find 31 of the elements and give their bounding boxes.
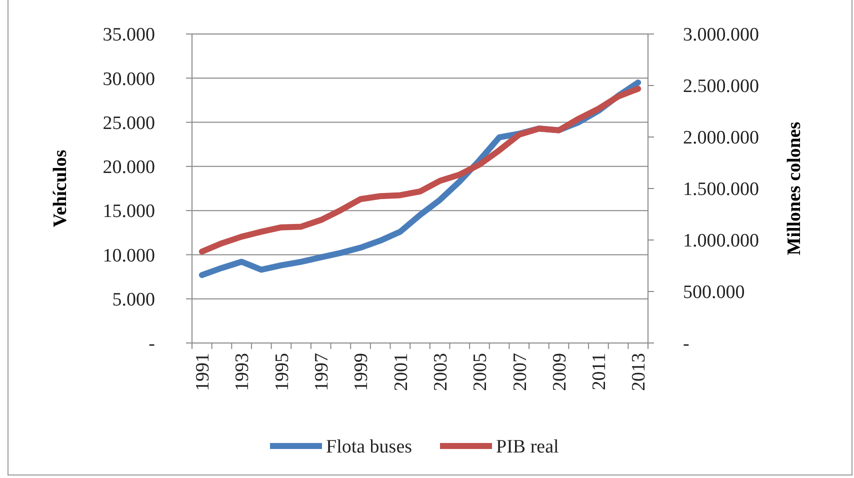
y2-tick-label: 1.500.000: [683, 179, 759, 200]
legend-label: Flota buses: [326, 436, 412, 458]
y2-tick-label: -: [683, 334, 690, 355]
y2-tick-label: 500.000: [683, 282, 745, 304]
y2-tick-label: 2.000.000: [683, 128, 759, 149]
x-tick-label: 1997: [312, 353, 333, 391]
x-tick-label: 1999: [351, 353, 372, 391]
x-tick-label: 1995: [272, 353, 293, 391]
y-tick-label: 20.000: [102, 157, 155, 178]
y-tick-label: 35.000: [102, 24, 155, 46]
x-tick-label: 2005: [470, 353, 492, 391]
y2-tick-label: 1.000.000: [683, 230, 759, 252]
y-tick-label: 10.000: [102, 245, 155, 266]
x-tick-label: 2003: [430, 353, 452, 391]
y-tick-label: -: [148, 334, 155, 355]
x-tick-label: 2001: [390, 353, 412, 391]
y-tick-label: 25.000: [102, 112, 155, 134]
y2-axis-title: Millones colones: [784, 122, 805, 256]
x-tick-label: 2009: [549, 353, 570, 391]
x-tick-label: 2011: [589, 353, 610, 390]
x-tick-label: 2013: [628, 353, 650, 391]
y-tick-label: 5.000: [112, 290, 155, 311]
x-tick-label: 2007: [510, 353, 531, 391]
x-tick-label: 1991: [192, 353, 214, 391]
y2-tick-label: 3.000.000: [683, 24, 759, 46]
y2-tick-label: 2.500.000: [683, 76, 759, 98]
legend-label: PIB real: [496, 436, 559, 458]
y-axis-title: Vehículos: [50, 150, 71, 228]
x-tick-label: 1993: [232, 353, 254, 391]
y-tick-label: 15.000: [102, 201, 155, 222]
y-tick-label: 30.000: [102, 68, 155, 90]
